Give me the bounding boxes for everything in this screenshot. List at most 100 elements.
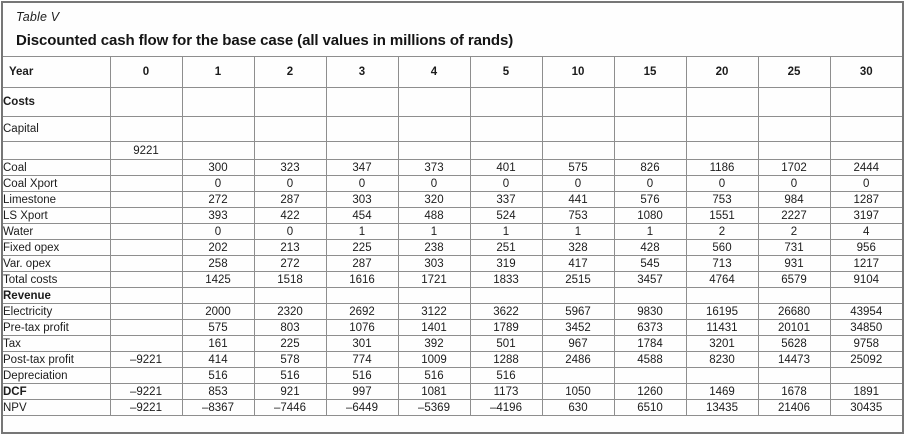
cell-value <box>109 191 183 208</box>
cell-value <box>757 141 831 160</box>
table-row: Depreciation 516 516 516 516 516 <box>3 367 902 384</box>
cell-value <box>541 141 615 160</box>
cell-value: 0 <box>829 175 902 192</box>
cell-value: 1217 <box>829 255 902 272</box>
cell-value: 921 <box>253 383 327 400</box>
cell-value: 323 <box>253 159 327 176</box>
cell-value: 956 <box>829 239 902 256</box>
cell-value: 803 <box>253 319 327 336</box>
cell-value: 202 <box>181 239 255 256</box>
cell-value: 0 <box>469 175 543 192</box>
cell-value: 5628 <box>757 335 831 352</box>
cell-value: 516 <box>325 367 399 384</box>
cell-value <box>109 335 183 352</box>
cell-value <box>829 116 902 142</box>
cell-value: 8230 <box>685 351 759 368</box>
row-label: LS Xport <box>3 207 111 224</box>
cell-value: 753 <box>685 191 759 208</box>
cell-value: 414 <box>181 351 255 368</box>
cell-value: 516 <box>181 367 255 384</box>
cell-value: 1 <box>541 223 615 240</box>
cell-value: 501 <box>469 335 543 352</box>
cell-value: 1081 <box>397 383 471 400</box>
cell-value: 2 <box>757 223 831 240</box>
table-row: Fixed opex 202 213 225 238 251 328 428 560 731 956 <box>3 239 902 256</box>
cell-value: –4196 <box>469 399 543 416</box>
cell-value: 1678 <box>757 383 831 400</box>
cell-value: 319 <box>469 255 543 272</box>
row-label: NPV <box>3 399 111 416</box>
cell-value: 1 <box>613 223 687 240</box>
cell-value: 6373 <box>613 319 687 336</box>
row-label: Revenue <box>3 287 111 304</box>
cell-value: 328 <box>541 239 615 256</box>
cell-value: 3122 <box>397 303 471 320</box>
cell-value: 1702 <box>757 159 831 176</box>
cell-value: –5369 <box>397 399 471 416</box>
cell-value: 0 <box>757 175 831 192</box>
row-label: Pre-tax profit <box>3 319 111 336</box>
cell-value: 3622 <box>469 303 543 320</box>
cell-value <box>109 87 183 117</box>
row-label: Costs <box>3 87 111 117</box>
cell-value: 43954 <box>829 303 902 320</box>
cell-value <box>109 159 183 176</box>
table-row: Costs <box>3 87 902 117</box>
cell-value: 2227 <box>757 207 831 224</box>
cell-value: 560 <box>685 239 759 256</box>
row-label: Capital <box>3 116 111 142</box>
cell-value: 516 <box>397 367 471 384</box>
cell-value: 2 <box>685 223 759 240</box>
table-row: 9221 <box>3 141 902 160</box>
cell-value: 578 <box>253 351 327 368</box>
cell-value <box>397 116 471 142</box>
row-label <box>3 141 111 160</box>
cell-value <box>181 87 255 117</box>
cell-value: 4588 <box>613 351 687 368</box>
cell-value <box>109 223 183 240</box>
cell-value <box>253 141 327 160</box>
header-year-15: 15 <box>613 56 687 88</box>
row-label: Depreciation <box>3 367 111 384</box>
cell-value: 225 <box>253 335 327 352</box>
cell-value <box>613 287 687 304</box>
row-label: Coal <box>3 159 111 176</box>
cell-value: 301 <box>325 335 399 352</box>
cell-value: 9830 <box>613 303 687 320</box>
cell-value: 238 <box>397 239 471 256</box>
header-year-0: 0 <box>109 56 183 88</box>
cell-value: 630 <box>541 399 615 416</box>
cell-value: 20101 <box>757 319 831 336</box>
row-label: Fixed opex <box>3 239 111 256</box>
cell-value: 225 <box>325 239 399 256</box>
cell-value: 576 <box>613 191 687 208</box>
cell-value: 11431 <box>685 319 759 336</box>
cell-value: 392 <box>397 335 471 352</box>
table-number-label: Table V <box>16 10 60 24</box>
cell-value: 1 <box>397 223 471 240</box>
table-row: DCF –9221 853 921 997 1081 1173 1050 1260 1469 167… <box>3 383 902 400</box>
cell-value <box>613 87 687 117</box>
header-year-30: 30 <box>829 56 902 88</box>
table-row: Capital <box>3 116 902 142</box>
cell-value <box>757 367 831 384</box>
cell-value: 1 <box>469 223 543 240</box>
cell-value <box>109 367 183 384</box>
cell-value <box>757 87 831 117</box>
cell-value: 0 <box>541 175 615 192</box>
cell-value: 488 <box>397 207 471 224</box>
cell-value: 16195 <box>685 303 759 320</box>
cell-value: 997 <box>325 383 399 400</box>
title-block: Table V Discounted cash flow for the bas… <box>3 3 902 49</box>
cell-value <box>109 239 183 256</box>
cell-value <box>469 116 543 142</box>
header-year-label: Year <box>3 56 111 88</box>
cell-value <box>109 303 183 320</box>
cell-value: 524 <box>469 207 543 224</box>
cell-value: 454 <box>325 207 399 224</box>
cell-value: 320 <box>397 191 471 208</box>
cell-value: 25092 <box>829 351 902 368</box>
cell-value: 6579 <box>757 271 831 288</box>
cell-value: 0 <box>181 175 255 192</box>
